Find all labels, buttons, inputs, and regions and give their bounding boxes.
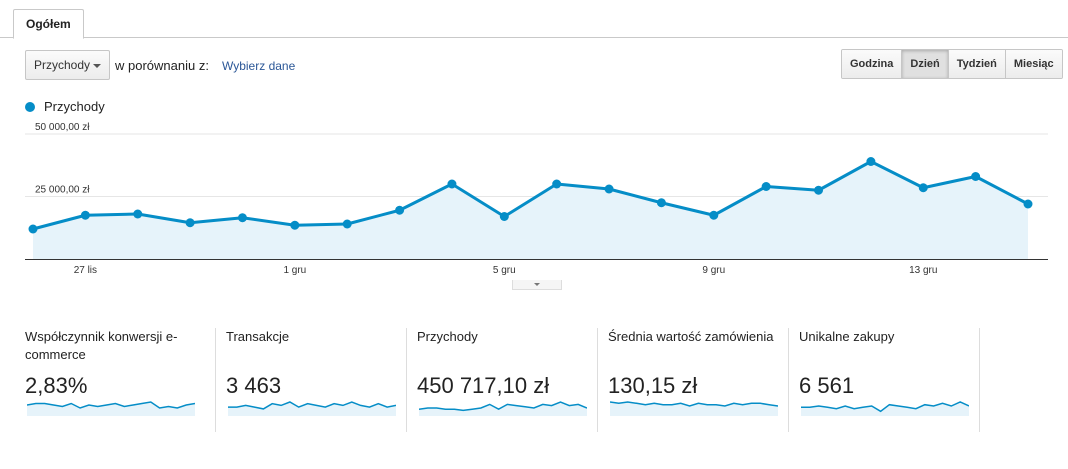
data-point: [971, 172, 981, 181]
sparkline-line: [419, 401, 587, 412]
sparkline-area: [27, 402, 195, 416]
sparkline: [27, 401, 195, 416]
metric-label: Średnia wartość zamówienia: [608, 329, 774, 344]
data-point: [604, 184, 614, 194]
revenue-line-chart: 50 000,00 zł 25 000,00 zł 27 lis 1 gru 5 gru…: [25, 122, 1048, 276]
metric-label: Współczynnik konwersji e-commerce: [25, 329, 178, 362]
x-tick-label: 13 gru: [909, 265, 937, 276]
chart-collapse-handle[interactable]: [512, 280, 562, 290]
legend-label: Przychody: [44, 99, 105, 114]
metrics-row: Współczynnik konwersji e-commerce 2,83% Tr…: [25, 328, 980, 432]
select-compare-link[interactable]: Wybierz dane: [222, 59, 296, 73]
sparkline: [419, 401, 587, 416]
data-point: [761, 182, 771, 191]
sparkline-line: [27, 401, 195, 409]
sparkline-line: [801, 401, 969, 413]
legend-dot-icon: [25, 101, 35, 112]
data-point: [447, 179, 457, 189]
metric-card[interactable]: Przychody 450 717,10 zł: [407, 328, 598, 432]
data-point: [552, 179, 562, 189]
sparkline-area: [610, 402, 778, 416]
x-tick-label: 9 gru: [702, 265, 725, 276]
metric-value: 6 561: [799, 373, 855, 398]
metric-label: Transakcje: [226, 329, 290, 344]
chart-legend: Przychody: [25, 99, 105, 114]
y-tick-label: 25 000,00 zł: [35, 185, 90, 196]
data-point: [342, 219, 352, 229]
data-point: [28, 224, 38, 234]
compare-label: w porównaniu z:: [115, 58, 209, 73]
sparkline: [228, 401, 396, 416]
granularity-hour-button[interactable]: Godzina: [842, 50, 902, 78]
metric-value: 130,15 zł: [608, 373, 698, 398]
data-point: [709, 210, 719, 220]
granularity-day-button[interactable]: Dzień: [901, 50, 948, 78]
sparkline-line: [610, 401, 778, 407]
tab-overview[interactable]: Ogółem: [13, 9, 84, 39]
granularity-month-button[interactable]: Miesiąc: [1004, 50, 1062, 78]
data-point: [866, 157, 876, 166]
metric-value: 2,83%: [25, 373, 88, 398]
data-point: [918, 183, 928, 193]
granularity-toggle: Godzina Dzień Tydzień Miesiąc: [841, 49, 1063, 79]
tab-bar: Ogółem: [0, 0, 1068, 39]
chevron-down-icon: [93, 64, 101, 68]
metric-select[interactable]: Przychody: [25, 50, 110, 80]
series-area: [33, 161, 1028, 259]
triangle-down-icon: [534, 283, 540, 286]
data-point: [395, 205, 405, 215]
metric-card[interactable]: Unikalne zakupy 6 561: [789, 328, 980, 432]
sparkline: [801, 401, 969, 416]
x-tick-label: 1 gru: [283, 265, 306, 276]
data-point: [656, 198, 666, 208]
data-point: [185, 218, 195, 228]
sparkline-area: [419, 402, 587, 416]
sparkline-line: [228, 401, 396, 410]
metric-card[interactable]: Współczynnik konwersji e-commerce 2,83%: [25, 328, 216, 432]
y-tick-label: 50 000,00 zł: [35, 122, 90, 133]
granularity-week-button[interactable]: Tydzień: [947, 50, 1005, 78]
data-point: [133, 209, 143, 219]
metric-select-value: Przychody: [34, 58, 91, 72]
metric-card[interactable]: Transakcje 3 463: [216, 328, 407, 432]
metric-value: 3 463: [226, 373, 282, 398]
metric-card[interactable]: Średnia wartość zamówienia 130,15 zł: [598, 328, 789, 432]
metric-value: 450 717,10 zł: [417, 373, 550, 398]
sparkline: [610, 401, 778, 416]
data-point: [237, 213, 247, 223]
x-tick-label: 27 lis: [74, 265, 97, 276]
metric-label: Unikalne zakupy: [799, 329, 895, 344]
data-point: [1023, 199, 1033, 209]
data-point: [290, 220, 300, 230]
x-tick-label: 5 gru: [493, 265, 516, 276]
data-point: [814, 185, 824, 195]
series-line: [32, 160, 1029, 231]
metric-label: Przychody: [417, 329, 478, 344]
data-point: [499, 212, 509, 221]
data-point: [80, 210, 90, 220]
